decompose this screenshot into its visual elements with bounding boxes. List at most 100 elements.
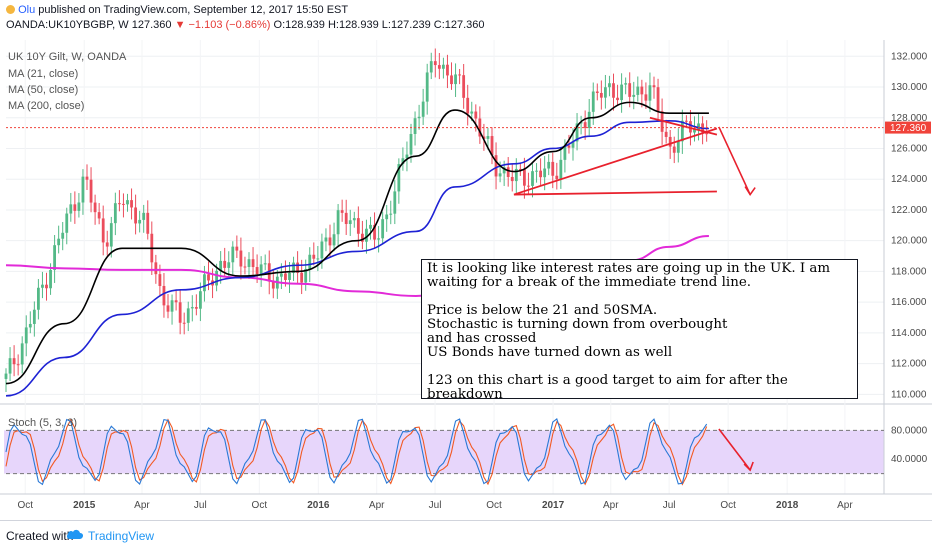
tradingview-link[interactable]: TradingView — [88, 529, 155, 543]
published-text: published on TradingView.com, September … — [38, 4, 349, 16]
candle-body — [263, 263, 267, 265]
candle-body — [292, 262, 295, 273]
candle-body — [389, 213, 393, 215]
ma50-legend: MA (50, close) — [8, 84, 78, 96]
price-tick-label: 128.000 — [891, 113, 928, 124]
candle-body — [37, 287, 40, 310]
candle-body — [170, 300, 174, 312]
candle-body — [267, 263, 271, 282]
candle-body — [599, 92, 603, 98]
candle-body — [575, 123, 579, 142]
candle-body — [486, 136, 490, 139]
candle-body — [498, 173, 502, 177]
candle-body — [308, 254, 312, 270]
candle-body — [417, 116, 421, 119]
candle-body — [53, 245, 56, 270]
candle-body — [300, 272, 304, 283]
candle-body — [373, 224, 376, 240]
stoch-d-line — [5, 418, 708, 486]
candle-body — [146, 212, 150, 234]
author-link[interactable]: Olu — [18, 4, 36, 16]
price-tick-label: 116.000 — [891, 297, 927, 308]
candle-body — [697, 123, 700, 130]
candle-body — [689, 121, 692, 133]
candle-body — [344, 212, 348, 225]
candle-body — [385, 214, 389, 220]
candle-body — [502, 167, 506, 174]
trend-line-drawings[interactable] — [513, 116, 756, 197]
time-tick-label: 2016 — [307, 500, 330, 511]
last-price: 127.360 — [131, 19, 172, 31]
candle-body — [664, 131, 668, 137]
stoch-tick-label: 40.0000 — [891, 454, 928, 465]
candle-body — [166, 305, 170, 312]
candle-body — [162, 285, 166, 306]
candle-body — [340, 210, 344, 213]
candle-body — [620, 84, 623, 101]
trend-line — [513, 127, 718, 196]
footer: Created with TradingView — [0, 520, 932, 550]
candle-body — [685, 120, 688, 122]
candle-body — [656, 87, 660, 112]
tradingview-cloud-icon[interactable] — [66, 527, 84, 541]
annotation-line-5: US Bonds have turned down as well — [427, 345, 673, 360]
candle-body — [547, 161, 551, 169]
candle-body — [454, 74, 457, 85]
time-axis[interactable]: Oct 2015 Apr Jul Oct 2016 Apr Jul Oct 2017 Apr Jul O… — [0, 493, 932, 511]
candle-body — [77, 202, 81, 211]
time-tick-label: Oct — [17, 500, 33, 511]
ma21-legend: MA (21, close) — [8, 68, 78, 80]
candle-body — [705, 132, 709, 135]
candle-body — [251, 259, 255, 268]
annotation-note[interactable]: It is looking like interest rates are go… — [421, 259, 858, 402]
candle-body — [45, 284, 48, 289]
candle-body — [535, 170, 538, 172]
created-with-text: Created with — [6, 529, 74, 543]
candle-body — [672, 146, 676, 153]
candle-body — [138, 219, 142, 224]
candle-body — [207, 274, 210, 281]
candle-body — [652, 85, 656, 88]
candle-body — [409, 133, 413, 155]
candle-body — [369, 224, 372, 229]
candle-body — [482, 136, 486, 139]
price-axis[interactable]: 110.000 112.000 114.000 116.000 118.000 120.0… — [883, 40, 928, 494]
candle-body — [433, 61, 437, 66]
candle-body — [332, 234, 336, 246]
candle-body — [648, 85, 652, 101]
candle-body — [636, 86, 640, 95]
stoch-tick-label: 80.0000 — [891, 425, 928, 436]
candle-body — [118, 203, 121, 205]
price-tick-label: 118.000 — [891, 266, 927, 277]
candle-body — [555, 175, 559, 180]
candle-body — [194, 307, 198, 309]
candle-body — [142, 212, 146, 220]
candle-body — [612, 83, 615, 98]
candle-body — [356, 218, 360, 234]
candle-body — [296, 262, 299, 273]
time-tick-label: Apr — [837, 500, 853, 511]
candle-body — [523, 169, 526, 186]
time-tick-label: Oct — [720, 500, 736, 511]
candle-body — [405, 154, 409, 159]
candle-body — [628, 83, 632, 97]
ma50-line — [5, 120, 709, 397]
time-tick-label: 2015 — [73, 500, 96, 511]
symbol-label: OANDA:UK10YBGBP, W — [6, 19, 129, 31]
candle-body — [247, 259, 251, 267]
annotation-line-6: 123 on this chart is a good target to ai… — [427, 373, 793, 402]
candle-body — [203, 274, 206, 292]
candle-body — [122, 203, 125, 205]
candle-body — [324, 237, 328, 242]
candle-body — [668, 136, 672, 147]
quote-row: OANDA:UK10YBGBP, W 127.360 ▼ −1.103 (−0.… — [6, 19, 485, 31]
candle-body — [223, 260, 227, 268]
candle-body — [644, 94, 648, 101]
time-tick-label: 2017 — [542, 500, 565, 511]
candle-body — [20, 343, 24, 365]
candle-body — [16, 364, 20, 366]
candle-body — [259, 264, 263, 275]
candle-body — [73, 204, 77, 211]
candle-body — [255, 267, 259, 275]
candle-body — [288, 272, 291, 280]
